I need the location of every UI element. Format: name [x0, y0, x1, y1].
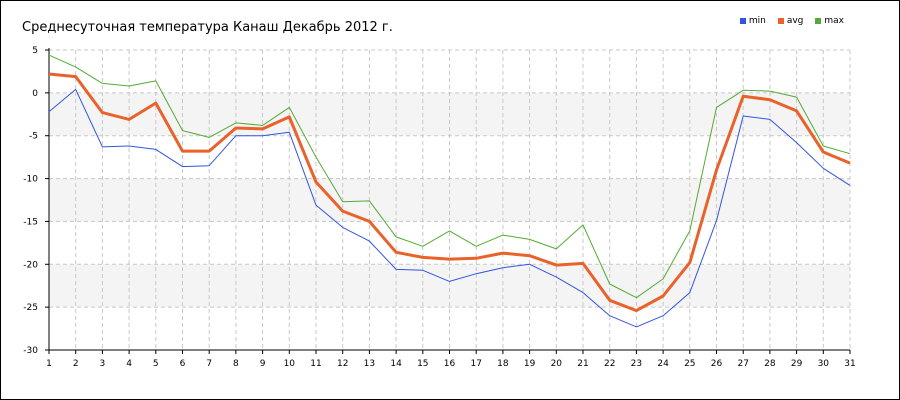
x-tick-label: 23: [631, 359, 642, 369]
x-tick-label: 11: [310, 359, 321, 369]
x-tick-label: 19: [524, 359, 536, 369]
x-tick-label: 14: [390, 359, 402, 369]
y-tick-label: -25: [23, 303, 38, 313]
x-tick-label: 10: [284, 359, 296, 369]
x-tick-label: 8: [233, 359, 239, 369]
chart-legend: min avg max: [739, 16, 844, 26]
x-tick-label: 12: [337, 359, 348, 369]
y-tick-label: -20: [23, 260, 38, 270]
x-tick-label: 27: [737, 359, 748, 369]
legend-swatch-max: [815, 18, 822, 24]
x-tick-label: 21: [577, 359, 588, 369]
x-tick-label: 4: [126, 359, 132, 369]
series-line-avg: [48, 72, 851, 313]
y-tick-label: -5: [29, 132, 38, 142]
legend-item-min: min: [739, 16, 766, 26]
series-line-max: [48, 54, 851, 299]
grid-band: [49, 264, 850, 308]
y-tick-label: -30: [23, 346, 38, 356]
x-tick-label: 26: [711, 359, 723, 369]
y-tick-label: 5: [32, 46, 38, 56]
legend-swatch-avg: [777, 18, 784, 24]
x-tick-label: 25: [684, 359, 695, 369]
x-tick-label: 28: [764, 359, 776, 369]
x-tick-label: 29: [791, 359, 803, 369]
legend-swatch-min: [739, 18, 746, 24]
x-tick-label: 30: [818, 359, 830, 369]
y-tick-label: 0: [32, 89, 38, 99]
chart-title: Среднесуточная температура Канаш Декабрь…: [22, 20, 393, 35]
x-tick-label: 31: [844, 359, 855, 369]
x-tick-label: 15: [417, 359, 428, 369]
x-tick-label: 16: [444, 359, 456, 369]
legend-item-avg: avg: [777, 16, 804, 26]
legend-label-min: min: [748, 16, 766, 26]
y-tick-label: -15: [23, 217, 38, 227]
x-tick-label: 1: [46, 359, 52, 369]
x-tick-label: 6: [180, 359, 186, 369]
legend-label-avg: avg: [786, 16, 804, 26]
y-tick-label: -10: [23, 175, 38, 185]
x-tick-label: 17: [470, 359, 481, 369]
x-tick-label: 7: [206, 359, 212, 369]
legend-item-max: max: [815, 16, 844, 26]
x-tick-label: 3: [100, 359, 106, 369]
x-tick-label: 18: [497, 359, 509, 369]
x-tick-label: 5: [153, 359, 159, 369]
series-line-min: [48, 88, 851, 328]
x-tick-label: 13: [364, 359, 375, 369]
x-tick-label: 20: [551, 359, 563, 369]
x-tick-label: 24: [657, 359, 669, 369]
legend-label-max: max: [824, 16, 844, 26]
x-tick-label: 9: [260, 359, 266, 369]
x-tick-label: 2: [73, 359, 79, 369]
x-tick-label: 22: [604, 359, 615, 369]
